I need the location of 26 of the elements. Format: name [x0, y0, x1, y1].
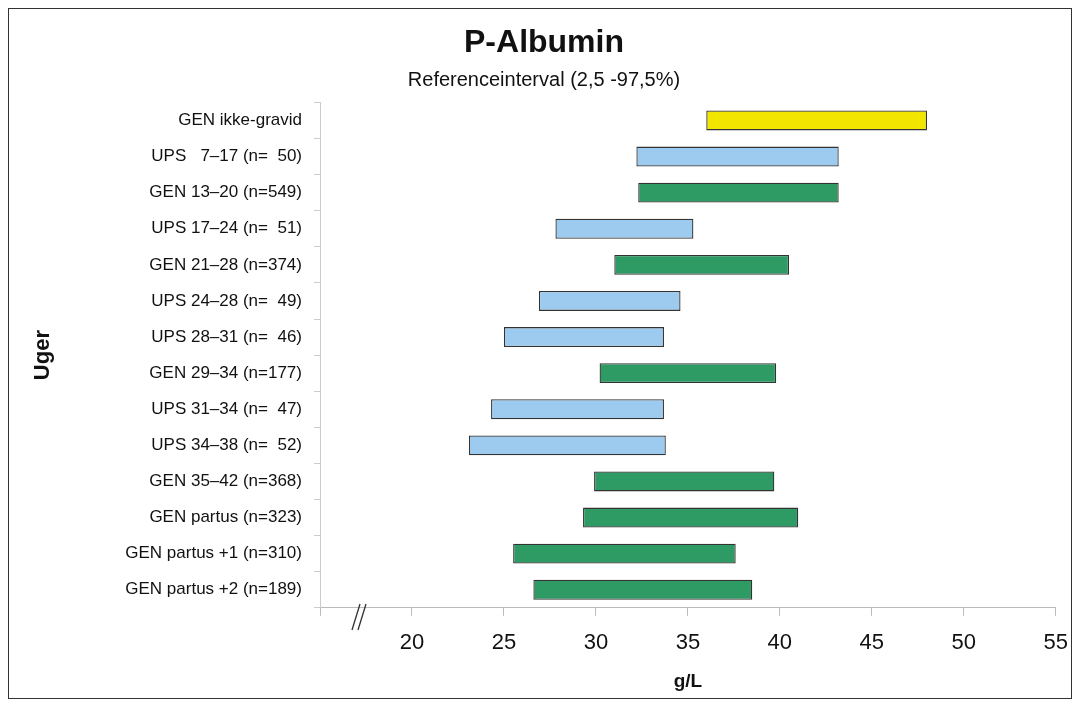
y-tick-label: UPS 24–28 (n= 49) — [151, 290, 302, 310]
x-tick-label: 45 — [859, 629, 885, 655]
chart-title: P-Albumin — [464, 23, 624, 60]
y-tick-label: GEN ikke-gravid — [178, 110, 302, 130]
y-tick-label: UPS 31–34 (n= 47) — [151, 398, 302, 418]
x-tick-label: 20 — [399, 629, 425, 655]
y-tick-label: GEN partus (n=323) — [149, 507, 302, 527]
y-tick-label: GEN partus +2 (n=189) — [125, 579, 302, 599]
y-tick-label: GEN partus +1 (n=310) — [125, 543, 302, 563]
y-tick-label: UPS 28–31 (n= 46) — [151, 326, 302, 346]
y-tick-label: GEN 13–20 (n=549) — [149, 182, 302, 202]
y-tick-label: GEN 29–34 (n=177) — [149, 362, 302, 382]
y-axis-title: Uger — [29, 329, 55, 381]
y-tick-label: UPS 17–24 (n= 51) — [151, 218, 302, 238]
x-tick-label: 50 — [951, 629, 977, 655]
x-tick-label: 35 — [675, 629, 701, 655]
x-tick-label: 25 — [491, 629, 517, 655]
chart-subtitle: Referenceinterval (2,5 -97,5%) — [407, 67, 681, 90]
y-tick-label: UPS 7–17 (n= 50) — [151, 146, 302, 166]
x-tick-label: 55 — [1043, 629, 1069, 655]
x-tick-label: 40 — [767, 629, 793, 655]
x-tick-label: 30 — [583, 629, 609, 655]
y-tick-label: UPS 34–38 (n= 52) — [151, 435, 302, 455]
x-axis-title: g/L — [673, 669, 703, 691]
y-tick-label: GEN 35–42 (n=368) — [149, 471, 302, 491]
y-tick-label: GEN 21–28 (n=374) — [149, 254, 302, 274]
